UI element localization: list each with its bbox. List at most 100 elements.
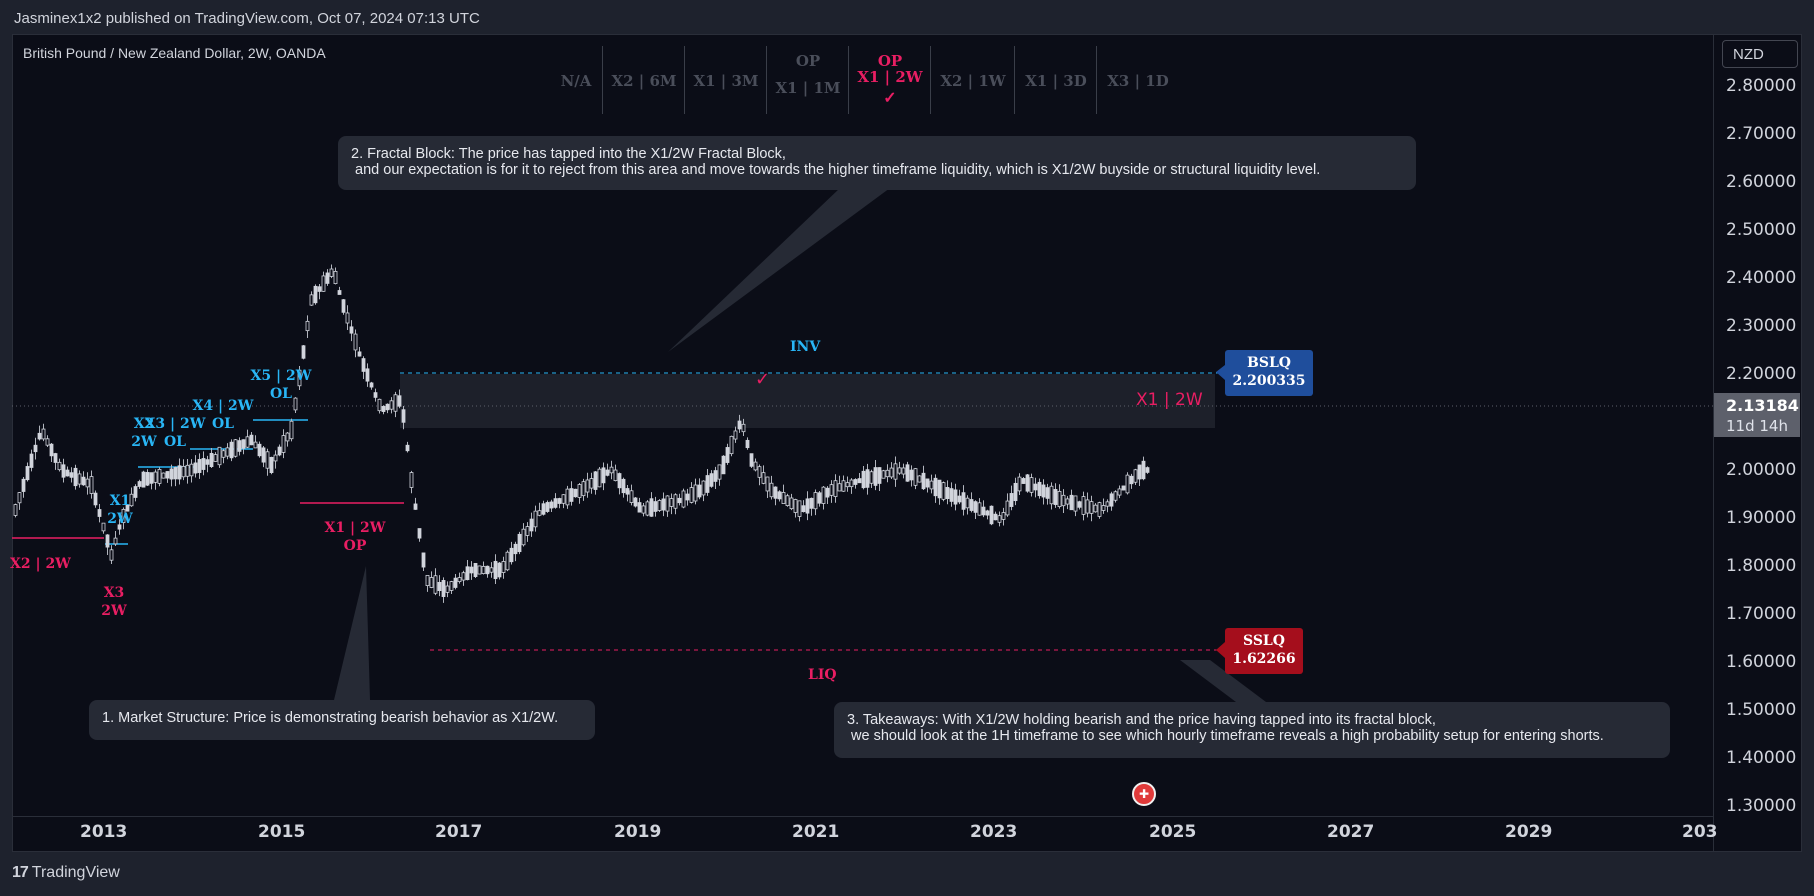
candle-body [909,469,914,481]
candle-body [965,497,970,509]
tf-cell-x3-1d: X3 | 1D [1096,46,1179,114]
candle-body [429,577,434,588]
candle-body [141,471,146,488]
candle-body [669,498,674,507]
candle-body [677,497,682,504]
candle-body [813,492,818,510]
takeaways-note[interactable]: 3. Takeaways: With X1/2W holding bearish… [834,702,1670,758]
candle-body [401,409,406,423]
candle-body [509,547,514,563]
candle-body [177,465,182,480]
candle-body [525,526,530,536]
candle-body [1069,494,1074,511]
candle-body [345,312,350,324]
candle-body [1029,477,1034,493]
candle-body [781,492,786,504]
candle-body [341,299,346,313]
sslq-badge[interactable]: SSLQ 1.62266 [1225,628,1303,674]
year-tick: 2021 [792,822,840,842]
candle-body [893,463,898,480]
candle-body [729,435,734,455]
candle-body [565,488,570,506]
candle-body [793,499,798,513]
inv-label: INV [790,339,821,355]
market-structure-note[interactable]: 1. Market Structure: Price is demonstrat… [89,700,595,740]
candle-body [941,482,946,500]
candle-body [881,470,886,479]
candle-body [1053,489,1058,505]
price-tick: 2.30000 [1726,316,1797,336]
candle-body [757,466,762,478]
year-tick: 2027 [1327,822,1375,842]
x3-line1: X3 [103,585,125,601]
time-axis[interactable] [12,816,1713,853]
candle-body [189,463,194,477]
year-tick: 2019 [614,822,662,842]
tradingview-logo[interactable]: 17 TradingView [12,864,120,882]
candle-body [117,524,122,530]
candle-body [1049,485,1054,505]
candle-body [225,447,230,457]
x4-ol-label: X4 | 2W OL [190,397,256,433]
candle-body [529,518,534,532]
brand-label: TradingView [31,864,120,881]
candle-body [309,294,314,306]
candle-body [1081,496,1086,515]
candle-body [777,491,782,500]
uk-flag-icon[interactable]: ✚ [1132,782,1156,806]
candle-body [397,395,402,407]
candle-body [297,369,302,387]
tf-op-label: OP [795,52,821,70]
candle-body [1033,483,1038,491]
candle-body [1073,495,1078,512]
tf-label: X1 | 2W [857,68,923,86]
x2-left-line1: X2 [133,416,155,432]
bslq-badge[interactable]: BSLQ 2.200335 [1225,350,1313,396]
candle-body [313,285,318,304]
candle-body [725,447,730,463]
candle-body [737,420,742,430]
fractal-block-note[interactable]: 2. Fractal Block: The price has tapped i… [338,136,1416,190]
candle-body [629,490,634,503]
check-icon: ✓ [883,88,897,107]
tf-cell-x1-1m: OP X1 | 1M [766,46,849,114]
bslq-title: BSLQ [1247,355,1291,371]
candle-body [393,394,398,412]
price-tick: 2.60000 [1726,172,1797,192]
candle-body [593,471,598,490]
candle-body [605,469,610,476]
candle-body [829,484,834,496]
candle-body [201,458,206,470]
candle-body [841,480,846,492]
price-tick: 2.40000 [1726,268,1797,288]
current-price-tag: 2.13184 11d 14h [1714,393,1800,437]
year-tick: 2013 [80,822,128,842]
candle-body [1133,469,1138,483]
candle-body [721,455,726,475]
candle-body [1041,484,1046,498]
candle-body [129,493,134,507]
candle-body [989,505,994,525]
candle-body [681,490,686,508]
candle-body [853,479,858,485]
candle-body [705,475,710,493]
currency-button[interactable]: NZD [1722,40,1798,68]
price-axis[interactable] [1713,34,1803,852]
candle-body [637,502,642,513]
candle-body [489,567,494,573]
candle-body [445,585,450,593]
candle-body [17,492,22,504]
candle-body [957,495,962,503]
candle-body [293,397,298,411]
candle-body [517,533,522,553]
candle-body [105,534,110,548]
candle-body [613,469,618,482]
candle-body [749,453,754,467]
candle-body [109,549,114,561]
candle-body [277,446,282,456]
candle-body [1105,501,1110,507]
candle-body [1021,478,1026,484]
candle-body [433,575,438,594]
candle-body [209,452,214,468]
